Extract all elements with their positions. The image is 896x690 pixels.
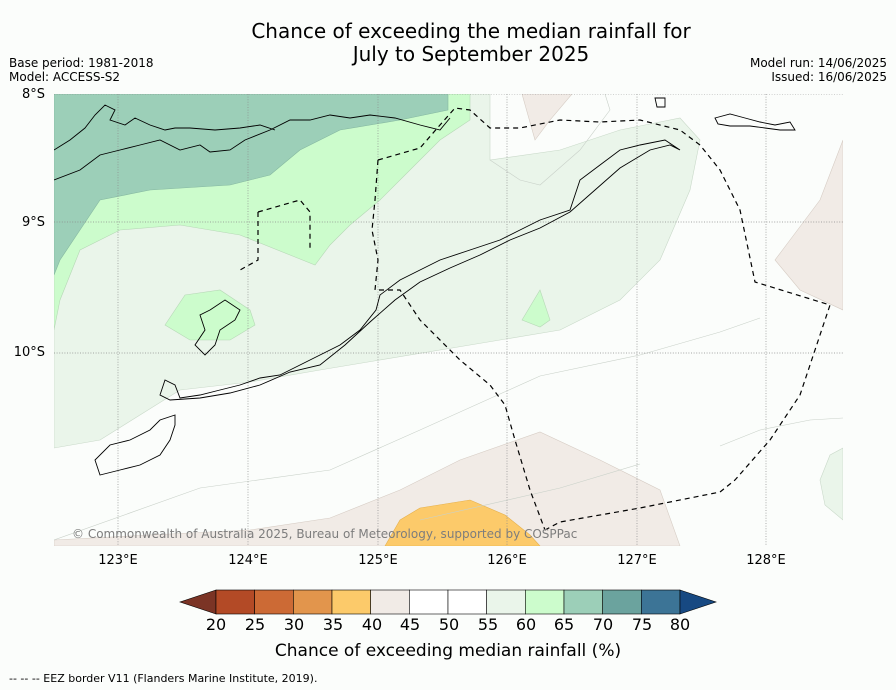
zone-40-45-east <box>774 139 843 311</box>
lon-label-123e: 123°E <box>98 553 138 568</box>
lon-label-128e: 128°E <box>746 553 786 568</box>
alor-coast <box>194 299 241 356</box>
lon-label-125e: 125°E <box>358 553 398 568</box>
cbar-tick-75: 75 <box>631 615 653 634</box>
flores-coast <box>54 104 451 181</box>
model-name: Model: ACCESS-S2 <box>9 70 121 84</box>
cbar-tick-60: 60 <box>515 615 537 634</box>
issued-date: Issued: 16/06/2025 <box>771 70 887 84</box>
zone-60-65-blob2 <box>521 289 551 328</box>
lon-label-124e: 124°E <box>228 553 268 568</box>
meta-left: Base period: 1981-2018 Model: ACCESS-S2 <box>9 56 154 84</box>
colorbar-segment-20 <box>215 589 255 615</box>
model-run: Model run: 14/06/2025 <box>749 56 887 70</box>
colorbar-segment-65 <box>563 589 603 615</box>
cbar-tick-45: 45 <box>399 615 421 634</box>
cbar-tick-25: 25 <box>244 615 266 634</box>
colorbar-segment-60 <box>525 589 565 615</box>
cbar-tick-65: 65 <box>553 615 575 634</box>
map-area <box>54 94 843 546</box>
colorbar-segment-25 <box>254 589 294 615</box>
colorbar-segment-55 <box>486 589 526 615</box>
lat-label-10s: 10°S <box>13 345 45 360</box>
title-line-1: Chance of exceeding the median rainfall … <box>251 19 691 43</box>
lon-label-126e: 126°E <box>487 553 527 568</box>
map-title: Chance of exceeding the median rainfall … <box>0 20 896 66</box>
zone-60-65-blob <box>164 289 256 341</box>
zone-55-60-east <box>819 447 843 521</box>
contour-lines <box>54 94 843 541</box>
colorbar-title: Chance of exceeding median rainfall (%) <box>274 641 622 661</box>
colorbar-segment-70 <box>602 589 642 615</box>
cbar-tick-55: 55 <box>477 615 499 634</box>
cbar-tick-40: 40 <box>361 615 383 634</box>
zone-65-70 <box>54 94 449 276</box>
zone-35-40 <box>384 499 541 546</box>
cbar-tick-20: 20 <box>205 615 227 634</box>
base-period: Base period: 1981-2018 <box>9 56 154 70</box>
cbar-tick-35: 35 <box>322 615 344 634</box>
eez-footer-note: -- -- -- EEZ border V11 (Flanders Marine… <box>9 672 318 685</box>
colorbar-segment-75 <box>641 589 681 615</box>
colorbar-segment-40 <box>370 589 410 615</box>
colorbar-segment-50 <box>447 589 487 615</box>
zone-40-45-south <box>54 431 681 546</box>
colorbar-arrow-low <box>179 589 217 615</box>
sumba-coast <box>94 414 176 476</box>
zone-40-45-north <box>521 94 573 141</box>
lon-label-127e: 127°E <box>617 553 657 568</box>
title-line-2: July to September 2025 <box>352 42 590 66</box>
lat-label-9s: 9°S <box>21 215 45 230</box>
wetar-coast <box>654 97 796 131</box>
colorbar-segment-45 <box>409 589 449 615</box>
copyright-notice: © Commonwealth of Australia 2025, Bureau… <box>72 527 578 541</box>
cbar-tick-30: 30 <box>283 615 305 634</box>
colorbar-arrow-high <box>679 589 717 615</box>
eez-border <box>239 107 831 531</box>
timor-coast <box>159 139 681 401</box>
colorbar-segment-30 <box>293 589 333 615</box>
cbar-tick-70: 70 <box>592 615 614 634</box>
colorbar <box>179 589 717 615</box>
coastlines <box>54 97 796 476</box>
cbar-tick-50: 50 <box>438 615 460 634</box>
cbar-tick-80: 80 <box>669 615 691 634</box>
meta-right: Model run: 14/06/2025 Issued: 16/06/2025 <box>750 56 887 84</box>
lat-label-8s: 8°S <box>21 87 45 102</box>
colorbar-segment-35 <box>331 589 371 615</box>
